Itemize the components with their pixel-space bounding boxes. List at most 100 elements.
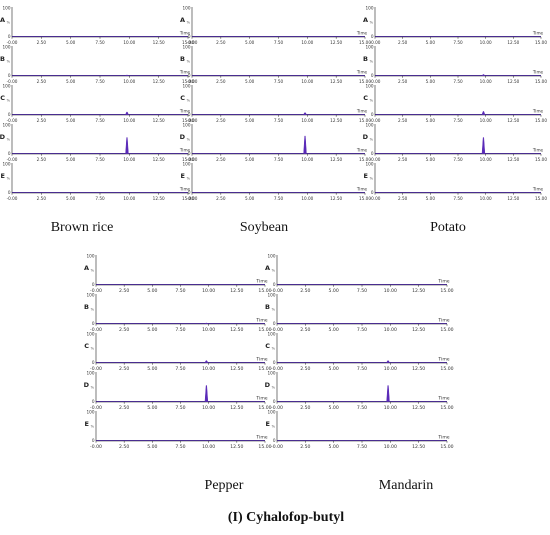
trace-row-e: E 100 0% -0.00 2.50 5.00 7.50 10.00 12.50 15.00 Ti… xyxy=(85,410,272,450)
panel-label-pepper: Pepper xyxy=(205,478,244,493)
x-tick-label: 15.00 xyxy=(258,288,271,294)
trace-row-a: A 100 0% -0.00 2.50 5.00 7.50 10.00 12.50 15.00 Ti… xyxy=(363,6,547,45)
trace-label: C xyxy=(265,342,270,350)
x-tick-label: -0.00 xyxy=(90,288,102,294)
trace-peak xyxy=(204,360,209,363)
trace-label: C xyxy=(180,94,185,102)
y-tick-label: 100 xyxy=(268,371,276,376)
x-tick-label: -0.00 xyxy=(90,444,102,450)
x-tick-label: -0.00 xyxy=(271,327,283,333)
x-tick-label: -0.00 xyxy=(271,288,283,294)
y-tick-label: 100 xyxy=(3,6,11,11)
y-unit-label: % xyxy=(272,386,276,390)
x-tick-label: 15.00 xyxy=(535,196,547,201)
x-tick-label: -0.00 xyxy=(90,366,102,372)
x-tick-label: 5.00 xyxy=(329,288,339,294)
x-tick-label: 12.50 xyxy=(153,196,165,201)
x-tick-label: 10.00 xyxy=(202,444,215,450)
trace-row-a: A 100 0% -0.00 2.50 5.00 7.50 10.00 12.50 15.00 Ti… xyxy=(265,254,454,294)
x-tick-label: 12.50 xyxy=(330,157,342,162)
y-unit-label: % xyxy=(272,308,276,312)
y-tick-label: 100 xyxy=(87,332,95,337)
x-tick-label: 7.50 xyxy=(453,79,463,84)
x-axis-title: Time xyxy=(255,357,267,363)
trace-peak xyxy=(386,360,390,363)
trace-row-b: B 100 0% -0.00 2.50 5.00 7.50 10.00 12.50 15.00 Ti… xyxy=(84,293,272,333)
x-tick-label: 10.00 xyxy=(384,444,397,450)
x-axis-title: Time xyxy=(356,31,368,36)
y-unit-label: % xyxy=(272,347,276,351)
x-tick-label: 5.00 xyxy=(426,196,436,201)
x-axis-title: Time xyxy=(179,31,191,36)
y-unit-label: % xyxy=(370,21,374,25)
x-tick-label: -0.00 xyxy=(7,196,18,201)
x-tick-label: 12.50 xyxy=(507,157,519,162)
x-tick-label: 15.00 xyxy=(258,444,271,450)
x-tick-label: -0.00 xyxy=(90,405,102,411)
panel-label-brown-rice: Brown rice xyxy=(51,220,114,235)
trace-label: D xyxy=(84,381,90,389)
x-tick-label: 2.50 xyxy=(398,196,408,201)
x-tick-label: -0.00 xyxy=(187,196,198,201)
x-tick-label: 7.50 xyxy=(95,40,105,45)
trace-row-a: A 100 0% -0.00 2.50 5.00 7.50 10.00 12.50 15.00 Ti… xyxy=(84,254,272,294)
trace-label: A xyxy=(265,264,270,272)
x-tick-label: 5.00 xyxy=(426,40,436,45)
x-tick-label: 7.50 xyxy=(175,405,185,411)
trace-row-e: E 100 0% -0.00 2.50 5.00 7.50 10.00 12.50 15.00 Ti… xyxy=(364,162,548,201)
trace-row-e: E 100 0% -0.00 2.50 5.00 7.50 10.00 12.50 15.00 Ti… xyxy=(266,410,454,450)
x-tick-label: 5.00 xyxy=(329,366,339,372)
chromatogram-panel-soybean: A 100 0% -0.00 2.50 5.00 7.50 10.00 12.50 15.00 Ti… xyxy=(180,6,372,201)
x-tick-label: -0.00 xyxy=(187,157,198,162)
x-tick-label: 10.00 xyxy=(202,405,215,411)
x-axis-title: Time xyxy=(179,70,191,75)
x-tick-label: 10.00 xyxy=(301,40,313,45)
x-tick-label: 10.00 xyxy=(202,327,215,333)
y-unit-label: % xyxy=(91,269,95,273)
y-unit-label: % xyxy=(187,138,191,142)
x-tick-label: 5.00 xyxy=(245,118,255,123)
trace-row-e: E 100 0% -0.00 2.50 5.00 7.50 10.00 12.50 15.00 Ti… xyxy=(1,162,195,201)
x-tick-label: 5.00 xyxy=(329,327,339,333)
x-tick-label: 12.50 xyxy=(330,118,342,123)
x-tick-label: 7.50 xyxy=(453,196,463,201)
x-tick-label: 12.50 xyxy=(153,157,165,162)
x-tick-label: 2.50 xyxy=(300,444,310,450)
trace-row-c: C 100 0% -0.00 2.50 5.00 7.50 10.00 12.50 15.00 Ti… xyxy=(180,84,371,123)
x-tick-label: -0.00 xyxy=(370,79,381,84)
y-tick-label: 100 xyxy=(87,254,95,259)
x-tick-label: 5.00 xyxy=(66,79,76,84)
x-tick-label: -0.00 xyxy=(187,79,198,84)
x-tick-label: 2.50 xyxy=(37,40,47,45)
x-tick-label: 7.50 xyxy=(95,79,105,84)
y-tick-label: 100 xyxy=(87,293,95,298)
x-tick-label: 15.00 xyxy=(440,327,453,333)
x-tick-label: 2.50 xyxy=(398,40,408,45)
panels-layer: A 100 0% -0.00 2.50 5.00 7.50 10.00 12.50 15.00 Ti… xyxy=(0,6,547,450)
x-tick-label: 5.00 xyxy=(245,196,255,201)
x-tick-label: 7.50 xyxy=(175,366,185,372)
trace-row-b: B 100 0% -0.00 2.50 5.00 7.50 10.00 12.50 15.00 Ti… xyxy=(265,293,454,333)
x-tick-label: 15.00 xyxy=(440,366,453,372)
x-tick-label: 15.00 xyxy=(535,157,547,162)
x-tick-label: -0.00 xyxy=(370,157,381,162)
x-tick-label: 12.50 xyxy=(153,40,165,45)
x-axis-title: Time xyxy=(437,318,449,324)
x-tick-label: 5.00 xyxy=(329,405,339,411)
trace-peak xyxy=(481,74,486,76)
x-tick-label: 15.00 xyxy=(440,288,453,294)
x-tick-label: 5.00 xyxy=(66,196,76,201)
x-axis-title: Time xyxy=(532,31,544,36)
x-tick-label: 2.50 xyxy=(216,40,226,45)
trace-row-d: D 100 0% -0.00 2.50 5.00 7.50 10.00 12.50 15.00 Ti… xyxy=(0,123,194,162)
x-tick-label: 5.00 xyxy=(66,157,76,162)
x-tick-label: 15.00 xyxy=(535,118,547,123)
y-unit-label: % xyxy=(187,99,191,103)
x-tick-label: 5.00 xyxy=(147,366,157,372)
trace-label: D xyxy=(0,133,6,141)
trace-label: E xyxy=(85,420,89,428)
y-unit-label: % xyxy=(7,138,11,142)
y-tick-label: 100 xyxy=(268,254,276,259)
trace-row-b: B 100 0% -0.00 2.50 5.00 7.50 10.00 12.50 15.00 Ti… xyxy=(180,45,371,84)
x-tick-label: 10.00 xyxy=(384,288,397,294)
